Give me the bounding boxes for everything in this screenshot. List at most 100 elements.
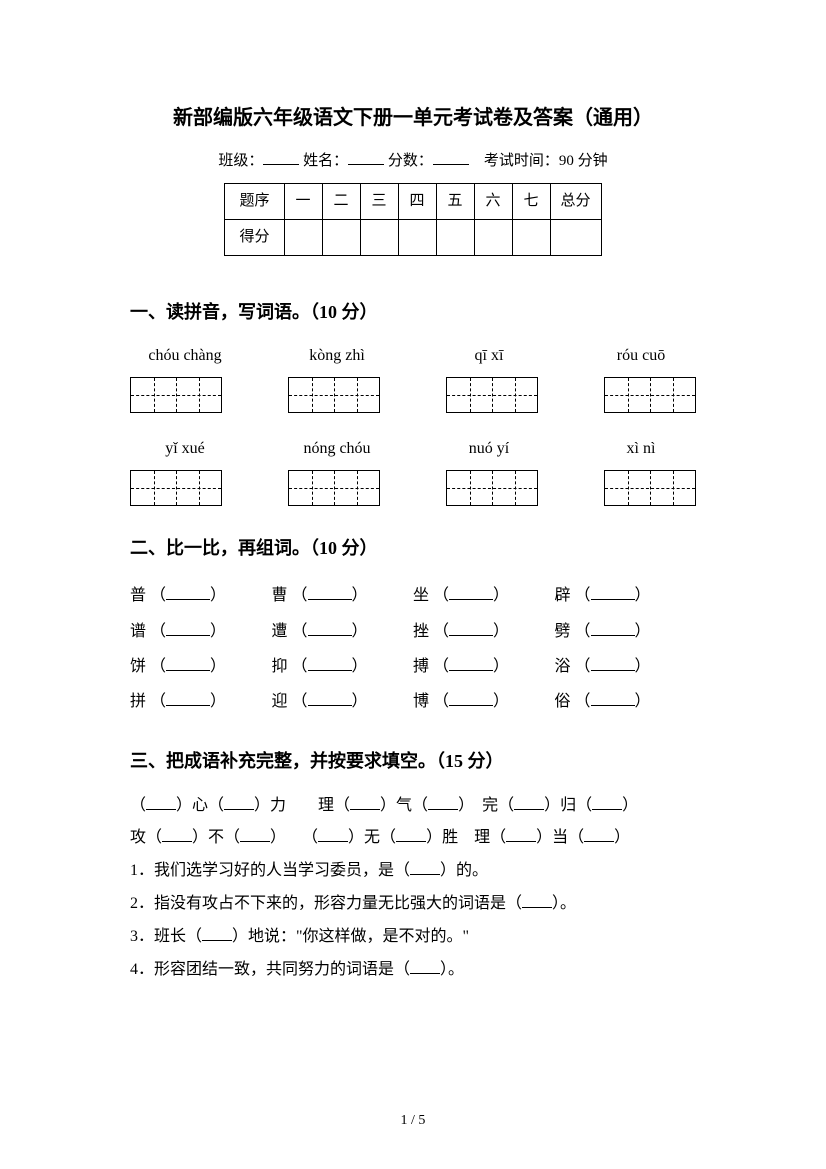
idiom-blank[interactable] <box>162 828 192 842</box>
score-cell[interactable] <box>284 220 322 256</box>
score-cell[interactable] <box>474 220 512 256</box>
q2-cell: 饼 （） <box>130 649 272 684</box>
score-cell[interactable] <box>360 220 398 256</box>
section-1-heading: 一、读拼音，写词语。（10 分） <box>130 296 696 328</box>
word-blank[interactable] <box>591 622 635 636</box>
answer-blank[interactable] <box>202 927 232 941</box>
idiom-blank[interactable] <box>146 796 176 810</box>
q2-cell: 劈 （） <box>555 614 697 649</box>
q2-cell: 坐 （） <box>413 578 555 613</box>
word-blank[interactable] <box>308 586 352 600</box>
char-box-row-2 <box>130 470 696 506</box>
score-blank[interactable] <box>433 151 469 165</box>
pinyin-item: chóu chàng <box>130 342 240 371</box>
q2-cell: 搏 （） <box>413 649 555 684</box>
idiom-blank[interactable] <box>224 796 254 810</box>
char-box[interactable] <box>446 377 538 413</box>
q2-cell: 谱 （） <box>130 614 272 649</box>
score-col-1: 一 <box>284 184 322 220</box>
score-table: 题序 一 二 三 四 五 六 七 总分 得分 <box>224 183 601 256</box>
char-box[interactable] <box>604 470 696 506</box>
char-box-row-1 <box>130 377 696 413</box>
word-blank[interactable] <box>166 657 210 671</box>
word-blank[interactable] <box>449 657 493 671</box>
word-blank[interactable] <box>166 622 210 636</box>
idiom-line-2: 攻（）不（） （）无（）胜 理（）当（） <box>130 824 696 853</box>
answer-blank[interactable] <box>410 861 440 875</box>
score-col-4: 四 <box>398 184 436 220</box>
pinyin-item: kòng zhì <box>282 342 392 371</box>
idiom-blank[interactable] <box>396 828 426 842</box>
answer-blank[interactable] <box>522 894 552 908</box>
score-col-3: 三 <box>360 184 398 220</box>
idiom-blank[interactable] <box>428 796 458 810</box>
score-col-total: 总分 <box>550 184 601 220</box>
section-3-heading: 三、把成语补充完整，并按要求填空。（15 分） <box>130 745 696 777</box>
q2-cell: 博 （） <box>413 684 555 719</box>
idiom-blank[interactable] <box>350 796 380 810</box>
q2-cell: 遭 （） <box>272 614 414 649</box>
char-box[interactable] <box>446 470 538 506</box>
score-cell[interactable] <box>512 220 550 256</box>
q2-row: 拼 （） 迎 （） 博 （） 俗 （） <box>130 684 696 719</box>
q2-row: 普 （） 曹 （） 坐 （） 辟 （） <box>130 578 696 613</box>
idiom-blank[interactable] <box>592 796 622 810</box>
score-cell[interactable] <box>398 220 436 256</box>
page-title: 新部编版六年级语文下册一单元考试卷及答案（通用） <box>130 100 696 136</box>
word-blank[interactable] <box>308 657 352 671</box>
word-blank[interactable] <box>166 692 210 706</box>
answer-blank[interactable] <box>410 960 440 974</box>
score-header-row: 题序 一 二 三 四 五 六 七 总分 <box>225 184 601 220</box>
char-box[interactable] <box>288 377 380 413</box>
word-blank[interactable] <box>166 586 210 600</box>
score-col-2: 二 <box>322 184 360 220</box>
q2-cell: 俗 （） <box>555 684 697 719</box>
idiom-line-1: （）心（）力 理（）气（） 完（）归（） <box>130 792 696 821</box>
word-blank[interactable] <box>308 622 352 636</box>
idiom-blank[interactable] <box>240 828 270 842</box>
q2-cell: 辟 （） <box>555 578 697 613</box>
word-blank[interactable] <box>591 657 635 671</box>
pinyin-item: róu cuō <box>586 342 696 371</box>
score-col-7: 七 <box>512 184 550 220</box>
idiom-blank[interactable] <box>506 828 536 842</box>
word-blank[interactable] <box>449 586 493 600</box>
q2-grid: 普 （） 曹 （） 坐 （） 辟 （） 谱 （） 遭 （） 挫 （） 劈 （） … <box>130 578 696 719</box>
class-label: 班级： <box>218 153 263 169</box>
q2-cell: 拼 （） <box>130 684 272 719</box>
word-blank[interactable] <box>449 692 493 706</box>
score-row-label: 得分 <box>225 220 284 256</box>
class-blank[interactable] <box>263 151 299 165</box>
score-col-5: 五 <box>436 184 474 220</box>
score-cell[interactable] <box>550 220 601 256</box>
word-blank[interactable] <box>591 692 635 706</box>
section-2-heading: 二、比一比，再组词。（10 分） <box>130 532 696 564</box>
q2-row: 谱 （） 遭 （） 挫 （） 劈 （） <box>130 614 696 649</box>
idiom-blank[interactable] <box>318 828 348 842</box>
score-cell[interactable] <box>322 220 360 256</box>
char-box[interactable] <box>130 470 222 506</box>
pinyin-item: xì nì <box>586 435 696 464</box>
pinyin-item: nuó yí <box>434 435 544 464</box>
score-col-label: 题序 <box>225 184 284 220</box>
page-number: 1 / 5 <box>0 1108 826 1133</box>
char-box[interactable] <box>604 377 696 413</box>
pinyin-item: nóng chóu <box>282 435 392 464</box>
student-info-line: 班级： 姓名： 分数： 考试时间：90 分钟 <box>130 148 696 175</box>
idiom-blank[interactable] <box>584 828 614 842</box>
char-box[interactable] <box>130 377 222 413</box>
score-cell[interactable] <box>436 220 474 256</box>
char-box[interactable] <box>288 470 380 506</box>
name-blank[interactable] <box>348 151 384 165</box>
word-blank[interactable] <box>449 622 493 636</box>
q2-cell: 普 （） <box>130 578 272 613</box>
idiom-blank[interactable] <box>514 796 544 810</box>
q2-cell: 迎 （） <box>272 684 414 719</box>
q3-question-3: 3．班长（）地说："你这样做，是不对的。" <box>130 923 696 952</box>
pinyin-item: yǐ xué <box>130 435 240 464</box>
q2-cell: 曹 （） <box>272 578 414 613</box>
q3-question-2: 2．指没有攻占不下来的，形容力量无比强大的词语是（）。 <box>130 890 696 919</box>
word-blank[interactable] <box>308 692 352 706</box>
score-label: 分数： <box>388 153 433 169</box>
word-blank[interactable] <box>591 586 635 600</box>
